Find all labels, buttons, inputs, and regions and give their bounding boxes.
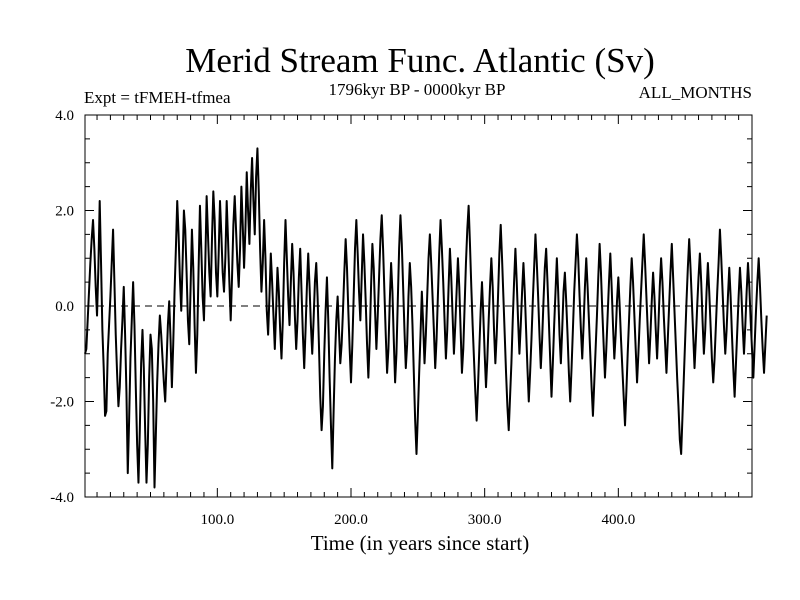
subtitle-right: ALL_MONTHS (639, 83, 752, 102)
chart-title: Merid Stream Func. Atlantic (Sv) (185, 41, 655, 80)
y-tick-label: 4.0 (55, 108, 74, 124)
y-tick-label: -2.0 (50, 395, 74, 411)
x-axis: 100.0 200.0 300.0 400.0 (96, 115, 740, 528)
x-axis-label: Time (in years since start) (311, 531, 530, 555)
subtitle-left: Expt = tFMEH-tfmea (84, 88, 231, 107)
y-axis: 4.0 2.0 0.0 -2.0 -4.0 (50, 108, 752, 506)
y-tick-label: 2.0 (55, 204, 74, 220)
series-line (84, 147, 768, 489)
x-tick-label: 400.0 (601, 512, 635, 528)
subtitle-center: 1796kyr BP - 0000kyr BP (329, 80, 506, 99)
x-tick-label: 100.0 (200, 512, 234, 528)
x-tick-label: 200.0 (334, 512, 368, 528)
y-tick-label: 0.0 (55, 299, 74, 315)
y-tick-label: -4.0 (50, 490, 74, 506)
x-tick-label: 300.0 (468, 512, 502, 528)
